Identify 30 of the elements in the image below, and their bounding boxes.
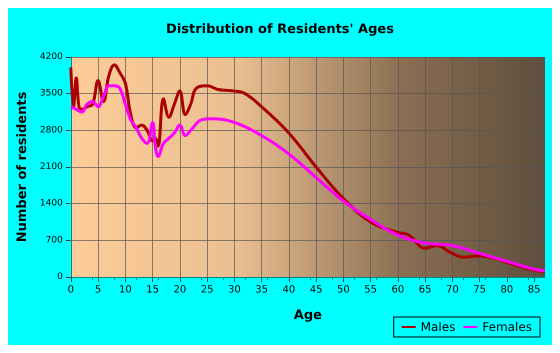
y-tick-label: 2100 [40, 162, 64, 172]
y-tick-label: 0 [57, 272, 64, 282]
legend-label: Females [482, 320, 532, 334]
chart-title: Distribution of Residents' Ages [166, 22, 394, 37]
y-tick-label: 3500 [40, 88, 64, 99]
x-tick-label: 75 [473, 284, 486, 296]
y-axis-title: Number of residents [15, 91, 30, 242]
x-tick-label: 20 [173, 284, 186, 296]
x-tick-label: 10 [118, 284, 132, 296]
x-tick-label: 80 [500, 284, 514, 296]
x-tick-label: 55 [364, 284, 377, 296]
x-tick-label: 30 [228, 284, 241, 296]
x-tick-label: 40 [282, 284, 296, 296]
x-tick-label: 35 [255, 284, 268, 296]
x-tick-label: 25 [200, 284, 214, 296]
x-tick-label: 5 [94, 284, 102, 296]
x-tick-label: 70 [446, 284, 459, 296]
x-tick-label: 60 [391, 284, 404, 296]
x-tick-label: 0 [68, 284, 74, 296]
y-tick-label: 2800 [40, 125, 64, 136]
y-tick-label: 700 [46, 235, 64, 246]
x-tick-label: 50 [336, 284, 350, 296]
x-tick-label: 45 [310, 284, 322, 296]
x-tick-label: 65 [418, 284, 432, 296]
x-tick-label: 85 [528, 284, 540, 296]
x-tick-label: 15 [146, 284, 159, 296]
x-axis-title: Age [294, 308, 322, 323]
y-tick-label: 1400 [40, 198, 64, 209]
y-tick-label: 4200 [40, 52, 64, 62]
legend-label: Males [420, 320, 456, 334]
